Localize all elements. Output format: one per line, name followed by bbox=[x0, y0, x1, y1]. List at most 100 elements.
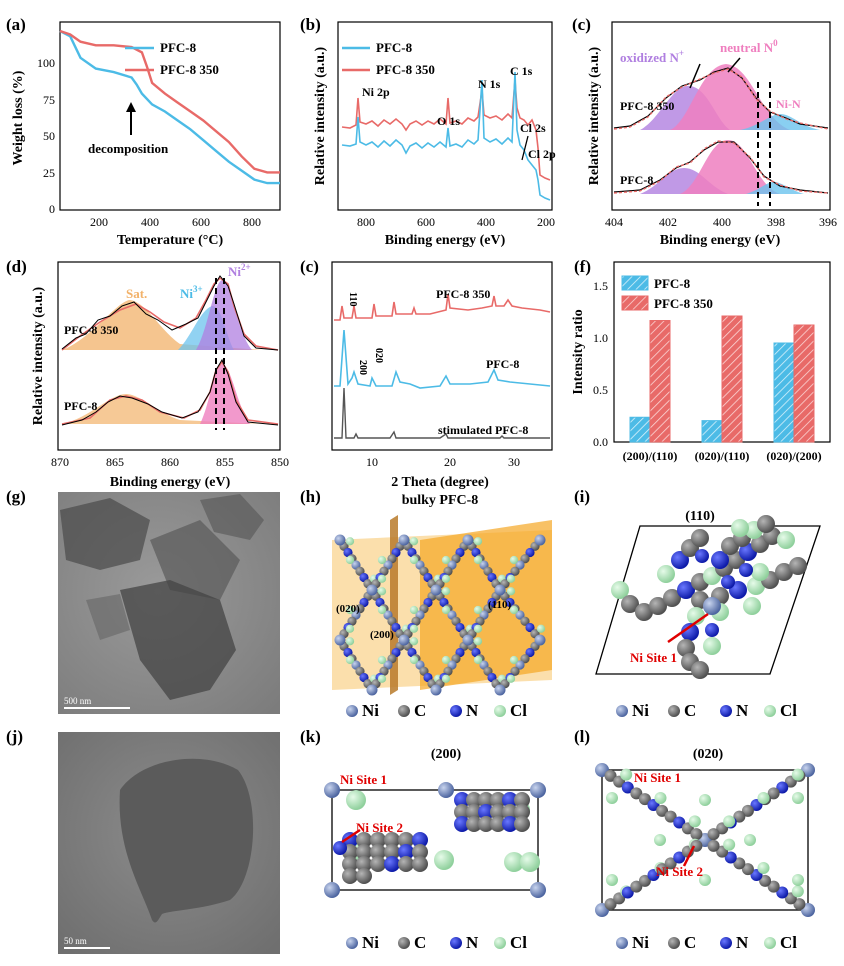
atom-n bbox=[384, 856, 400, 872]
particle-j bbox=[119, 758, 254, 923]
atom-c bbox=[356, 868, 372, 884]
atom-n bbox=[450, 705, 462, 717]
atom-cl bbox=[703, 637, 721, 655]
atom-n bbox=[671, 551, 689, 569]
legend-f-pfc8-350: PFC-8 350 bbox=[654, 296, 713, 311]
arrow-cl2s bbox=[521, 135, 529, 161]
cell-k bbox=[331, 789, 539, 891]
atom-c bbox=[398, 856, 414, 872]
legend-swatch-f-pfc8 bbox=[621, 275, 649, 291]
atom-n bbox=[398, 844, 414, 860]
atom-n bbox=[673, 816, 686, 829]
atom-n bbox=[621, 781, 634, 794]
atom-cl bbox=[654, 834, 666, 846]
atom-cl bbox=[743, 597, 761, 615]
panel-label-a: (a) bbox=[6, 15, 26, 34]
atom-cl bbox=[744, 834, 756, 846]
atom-ni bbox=[534, 634, 546, 646]
fit-nin-bot bbox=[746, 182, 804, 194]
atom-c bbox=[502, 804, 518, 820]
atom-cl bbox=[345, 624, 355, 633]
atom-cl bbox=[473, 537, 483, 546]
ytick-f-15: 1.5 bbox=[593, 279, 608, 293]
fit-data-bot bbox=[613, 140, 829, 194]
atom-c bbox=[520, 616, 530, 626]
atom-ni bbox=[616, 705, 628, 717]
ytick-f-1: 1.0 bbox=[593, 331, 608, 345]
atom-ni bbox=[494, 584, 506, 596]
atom-c bbox=[384, 832, 400, 848]
title-l: (020) bbox=[693, 747, 724, 762]
xtick-d-860: 860 bbox=[161, 455, 179, 469]
xrd-simulated bbox=[334, 387, 550, 439]
xtick-a-400: 400 bbox=[141, 215, 159, 229]
atom-c bbox=[342, 856, 358, 872]
atom-ni bbox=[515, 610, 525, 620]
panel-label-j: (j) bbox=[6, 727, 23, 746]
atom-c bbox=[691, 661, 709, 679]
atom-n bbox=[333, 841, 347, 855]
l-legend-c: C bbox=[684, 933, 696, 952]
atom-cl bbox=[377, 655, 387, 665]
arrow-oxn bbox=[689, 63, 701, 89]
label-ni3: Ni3+ bbox=[180, 284, 203, 301]
series-label-e-top: PFC-8 350 bbox=[436, 287, 490, 301]
atom-n bbox=[525, 547, 535, 558]
panel-label-l: (l) bbox=[574, 727, 590, 746]
scalebar-label-j: 50 nm bbox=[64, 936, 87, 946]
peak-110: 110 bbox=[347, 292, 358, 306]
atom-cl bbox=[699, 794, 711, 806]
xtick-a-200: 200 bbox=[90, 215, 108, 229]
atom-c bbox=[668, 705, 680, 717]
atom-c bbox=[384, 844, 400, 860]
atom-n bbox=[621, 886, 634, 899]
peak-label-ni2p: Ni 2p bbox=[362, 85, 390, 99]
particle-4 bbox=[200, 494, 264, 540]
atom-c bbox=[664, 810, 677, 823]
atom-cl bbox=[504, 852, 524, 872]
atom-cl bbox=[764, 937, 776, 949]
category-label-0: (200)/(110) bbox=[623, 449, 678, 463]
atom-cl bbox=[473, 624, 483, 633]
atom-c bbox=[664, 857, 677, 870]
xtick-e-10: 10 bbox=[366, 455, 378, 469]
atom-ni bbox=[703, 597, 721, 615]
atom-ni bbox=[530, 782, 546, 798]
series-label-d-top: PFC-8 350 bbox=[64, 323, 118, 337]
panel-label-g: (g) bbox=[6, 487, 26, 506]
particle-3 bbox=[120, 580, 236, 700]
xlabel-a: Temperature (°C) bbox=[117, 233, 224, 248]
bar-pfc8-2 bbox=[773, 342, 795, 443]
bar-pfc8-350-1 bbox=[721, 315, 743, 443]
legend-label-pfc8-350: PFC-8 350 bbox=[160, 62, 219, 77]
xtick-c-402: 402 bbox=[659, 215, 677, 229]
atom-n bbox=[695, 549, 709, 563]
atom-n bbox=[739, 563, 753, 577]
atom-n bbox=[705, 623, 719, 637]
category-label-1: (020)/(110) bbox=[695, 449, 750, 463]
atom-cl bbox=[777, 531, 795, 549]
atom-c bbox=[707, 828, 720, 841]
xtick-e-30: 30 bbox=[508, 455, 520, 469]
atom-ni bbox=[515, 660, 525, 670]
panel-label-e: (c) bbox=[300, 257, 319, 276]
atom-cl bbox=[751, 563, 769, 581]
atom-c bbox=[478, 816, 494, 832]
series-label-c-bot: PFC-8 bbox=[620, 173, 653, 187]
atom-ni bbox=[366, 584, 378, 596]
atom-c bbox=[604, 898, 617, 911]
label-ni-n: Ni-N bbox=[776, 97, 801, 111]
atom-c bbox=[398, 832, 414, 848]
arrow-head-decomposition bbox=[126, 102, 136, 112]
atom-cl bbox=[377, 605, 387, 615]
atom-ni bbox=[430, 584, 442, 596]
bar-pfc8-350-2 bbox=[793, 324, 815, 443]
title-i: (110) bbox=[685, 509, 715, 524]
ytick-a-100: 100 bbox=[37, 56, 55, 70]
atom-cl bbox=[441, 555, 451, 565]
fit-nin-top bbox=[740, 114, 820, 130]
k-legend-c: C bbox=[414, 933, 426, 952]
atom-ni bbox=[346, 937, 358, 949]
atom-cl bbox=[606, 874, 618, 886]
